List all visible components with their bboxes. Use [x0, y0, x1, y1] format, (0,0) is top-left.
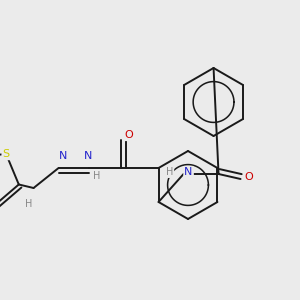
Text: N: N: [184, 167, 193, 177]
Text: O: O: [124, 130, 133, 140]
Text: H: H: [166, 167, 173, 177]
Text: H: H: [93, 171, 100, 181]
Text: N: N: [84, 151, 93, 161]
Text: N: N: [59, 151, 68, 161]
Text: O: O: [244, 172, 253, 182]
Text: S: S: [3, 149, 10, 159]
Text: H: H: [25, 199, 32, 209]
